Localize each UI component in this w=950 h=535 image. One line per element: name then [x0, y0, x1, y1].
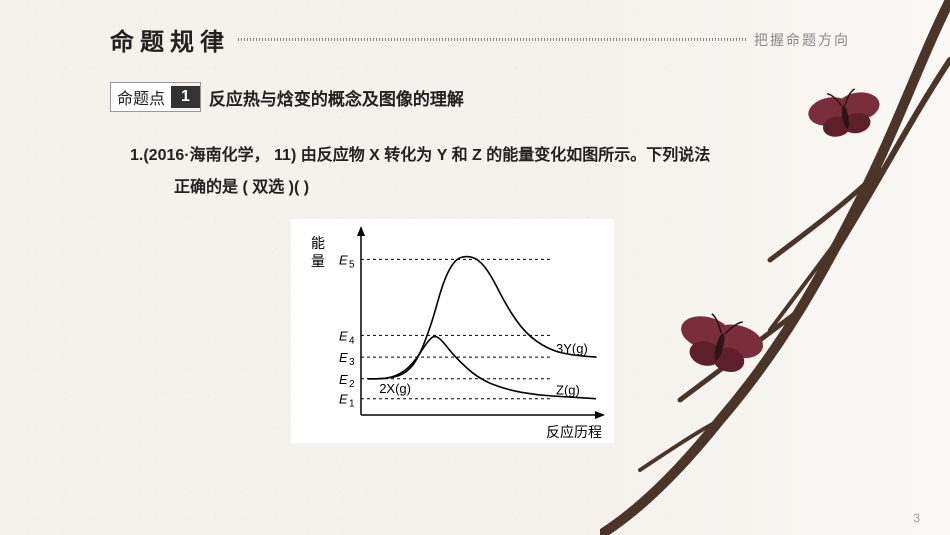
- header-divider: [238, 38, 746, 41]
- svg-text:2X(g): 2X(g): [379, 381, 411, 396]
- svg-text:Z(g): Z(g): [556, 383, 580, 398]
- topic-number: 1: [171, 86, 200, 108]
- svg-text:量: 量: [311, 253, 325, 269]
- header-subtitle: 把握命题方向: [754, 30, 850, 50]
- topic-badge: 命题点 1: [110, 82, 201, 112]
- header: 命题规律 把握命题方向: [110, 22, 850, 57]
- question-line2: 正确的是 ( 双选 )( ): [130, 172, 770, 204]
- svg-text:2: 2: [349, 379, 355, 390]
- svg-text:能: 能: [311, 235, 325, 251]
- svg-text:5: 5: [349, 259, 355, 270]
- svg-text:E: E: [339, 350, 348, 365]
- svg-text:3Y(g): 3Y(g): [556, 341, 588, 356]
- topic-label: 命题点: [111, 83, 171, 111]
- svg-text:4: 4: [349, 335, 355, 346]
- topic-text: 反应热与焓变的概念及图像的理解: [209, 85, 464, 110]
- svg-text:E: E: [339, 372, 348, 387]
- gradient-overlay: [600, 0, 950, 535]
- svg-text:E: E: [339, 328, 348, 343]
- question-line1: 1.(2016·海南化学， 11) 由反应物 X 转化为 Y 和 Z 的能量变化…: [130, 140, 770, 172]
- topic-row: 命题点 1 反应热与焓变的概念及图像的理解: [110, 82, 464, 112]
- chart-svg: 能量反应历程E5E4E3E2E13Y(g)Z(g)2X(g): [291, 219, 616, 445]
- svg-text:1: 1: [349, 399, 355, 410]
- svg-text:反应历程: 反应历程: [546, 424, 602, 440]
- svg-text:E: E: [339, 392, 348, 407]
- svg-text:3: 3: [349, 357, 355, 368]
- question-block: 1.(2016·海南化学， 11) 由反应物 X 转化为 Y 和 Z 的能量变化…: [130, 140, 770, 204]
- page-number: 3: [913, 511, 920, 525]
- header-title: 命题规律: [110, 22, 230, 57]
- energy-chart: 能量反应历程E5E4E3E2E13Y(g)Z(g)2X(g): [290, 218, 615, 444]
- svg-text:E: E: [339, 252, 348, 267]
